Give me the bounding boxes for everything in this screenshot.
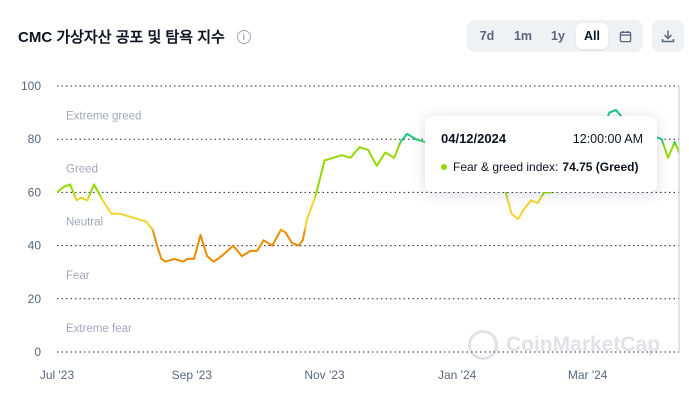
calendar-icon [619, 30, 631, 42]
x-axis-ticks: Jul '23 Sep '23 Nov '23 Jan '24 Mar '24 [40, 368, 608, 382]
watermark: CoinMarketCap [468, 330, 660, 360]
x-tick-label: Jul '23 [40, 368, 75, 382]
range-1m-button[interactable]: 1m [513, 29, 533, 43]
tooltip-value: 74.75 (Greed) [562, 160, 639, 174]
tooltip-date: 04/12/2024 [441, 131, 507, 146]
zone-label: Extreme greed [66, 110, 141, 122]
x-tick-label: Jan '24 [438, 368, 477, 382]
range-7d-button[interactable]: 7d [479, 29, 495, 43]
zone-label: Greed [66, 163, 98, 175]
tooltip: 04/12/2024 12:00:00 AM Fear & greed inde… [425, 116, 657, 192]
y-tick-label: 0 [34, 345, 41, 359]
y-tick-label: 60 [28, 185, 42, 199]
watermark-text: CoinMarketCap [506, 333, 661, 356]
time-range-selector: 7d 1m 1y All [467, 20, 643, 52]
coinmarketcap-logo-icon [468, 330, 498, 360]
x-tick-label: Sep '23 [172, 368, 213, 382]
x-tick-label: Mar '24 [568, 368, 608, 382]
tooltip-time: 12:00:00 AM [572, 131, 643, 146]
y-axis-ticks: 0 20 40 60 80 100 [21, 79, 41, 359]
zone-labels: Extreme greed Greed Neutral Fear Extreme fea… [66, 110, 141, 335]
tooltip-series-dot [441, 164, 447, 170]
x-tick-label: Nov '23 [304, 368, 345, 382]
chart-title: CMC 가상자산 공포 및 탐욕 지수 [18, 29, 225, 46]
y-tick-label: 80 [28, 132, 42, 146]
y-tick-label: 100 [21, 79, 41, 93]
zone-label: Extreme fear [66, 323, 132, 335]
info-icon[interactable]: i [236, 29, 251, 44]
calendar-button[interactable] [610, 23, 640, 49]
download-button[interactable] [652, 20, 684, 52]
range-1y-button[interactable]: 1y [551, 29, 565, 43]
grid-lines [57, 85, 679, 353]
range-all-button[interactable]: All [576, 23, 608, 49]
download-icon [661, 30, 675, 43]
zone-label: Fear [66, 270, 90, 282]
zone-label: Neutral [66, 217, 103, 229]
tooltip-label: Fear & greed index: [453, 160, 559, 174]
y-tick-label: 40 [28, 239, 42, 253]
y-tick-label: 20 [28, 292, 42, 306]
page-title: CMC 가상자산 공포 및 탐욕 지수 i [18, 26, 251, 47]
